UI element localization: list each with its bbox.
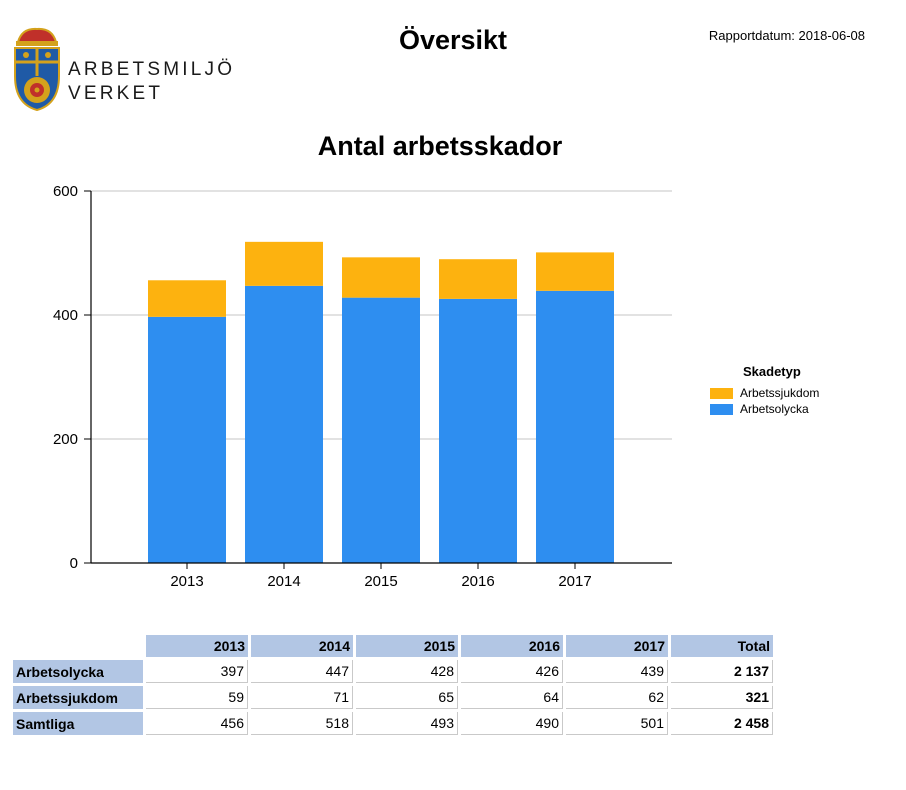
bar-arbetssjukdom	[536, 252, 614, 291]
bar-arbetsolycka	[245, 285, 323, 563]
table-cell: 71	[251, 686, 353, 709]
table-cell: 490	[461, 712, 563, 735]
table-cell: 501	[566, 712, 668, 735]
logo-text-line2: VERKET	[68, 83, 164, 104]
logo-text-line1: ARBETSMILJÖ	[68, 59, 236, 80]
table-col-header: 2013	[146, 635, 248, 657]
x-tick-label: 2013	[170, 573, 203, 590]
table-row: Arbetsolycka 397 447 428 426 439 2 137	[13, 660, 773, 683]
table-row-header: Samtliga	[13, 712, 143, 735]
table-cell: 426	[461, 660, 563, 683]
table-row-header: Arbetsolycka	[13, 660, 143, 683]
bar-arbetssjukdom	[245, 241, 323, 286]
table-cell: 518	[251, 712, 353, 735]
table-cell: 428	[356, 660, 458, 683]
table-cell: 59	[146, 686, 248, 709]
bar-arbetsolycka	[439, 298, 517, 563]
table-cell: 456	[146, 712, 248, 735]
table-cell: 397	[146, 660, 248, 683]
x-tick-label: 2015	[364, 573, 397, 590]
table-cell: 65	[356, 686, 458, 709]
legend-title: Skadetyp	[743, 364, 801, 379]
bar-arbetsolycka	[536, 290, 614, 563]
bar-arbetsolycka	[342, 297, 420, 563]
table-col-header: 2016	[461, 635, 563, 657]
table-col-header: 2014	[251, 635, 353, 657]
table-col-header: Total	[671, 635, 773, 657]
table-row-header: Arbetssjukdom	[13, 686, 143, 709]
coat-of-arms-icon	[14, 27, 60, 112]
bar-arbetsolycka	[148, 316, 226, 563]
chart-title: Antal arbetsskador	[317, 131, 563, 161]
table-total-cell: 2 137	[671, 660, 773, 683]
y-tick-label: 200	[53, 431, 78, 448]
table-header-row: 2013 2014 2015 2016 2017 Total	[13, 635, 773, 657]
table-col-header: 2015	[356, 635, 458, 657]
x-tick-label: 2017	[558, 573, 591, 590]
page-title: Översikt	[398, 25, 508, 55]
table-corner-cell	[13, 635, 143, 657]
legend-swatch-arbetsolycka	[710, 403, 733, 415]
bar-arbetssjukdom	[342, 257, 420, 298]
table-cell: 439	[566, 660, 668, 683]
table-row: Arbetssjukdom 59 71 65 64 62 321	[13, 686, 773, 709]
table-row: Samtliga 456 518 493 490 501 2 458	[13, 712, 773, 735]
table-cell: 62	[566, 686, 668, 709]
y-tick-label: 400	[53, 307, 78, 324]
table-total-cell: 321	[671, 686, 773, 709]
table-col-header: 2017	[566, 635, 668, 657]
bar-arbetssjukdom	[148, 280, 226, 317]
y-tick-label: 0	[70, 555, 78, 572]
legend-item-arbetsolycka: Arbetsolycka	[710, 401, 819, 417]
bar-arbetssjukdom	[439, 259, 517, 299]
summary-table: 2013 2014 2015 2016 2017 Total Arbetsoly…	[10, 632, 776, 738]
y-tick-label: 600	[53, 183, 78, 200]
table-cell: 493	[356, 712, 458, 735]
table-cell: 64	[461, 686, 563, 709]
table-cell: 447	[251, 660, 353, 683]
agency-logo: ARBETSMILJÖ VERKET	[10, 26, 240, 112]
legend-item-arbetssjukdom: Arbetssjukdom	[710, 385, 819, 401]
x-tick-label: 2014	[267, 573, 300, 590]
report-date: Rapportdatum: 2018-06-08	[708, 28, 865, 43]
legend-label-arbetssjukdom: Arbetssjukdom	[740, 386, 820, 400]
stacked-bar-chart: 0 200 400 600 2013 2014 2015 2016 2017	[53, 183, 672, 590]
chart-legend: Skadetyp Arbetssjukdom Arbetsolycka	[710, 364, 819, 417]
legend-label-arbetsolycka: Arbetsolycka	[740, 402, 809, 416]
table-total-cell: 2 458	[671, 712, 773, 735]
legend-swatch-arbetssjukdom	[710, 387, 733, 399]
x-tick-label: 2016	[461, 573, 494, 590]
